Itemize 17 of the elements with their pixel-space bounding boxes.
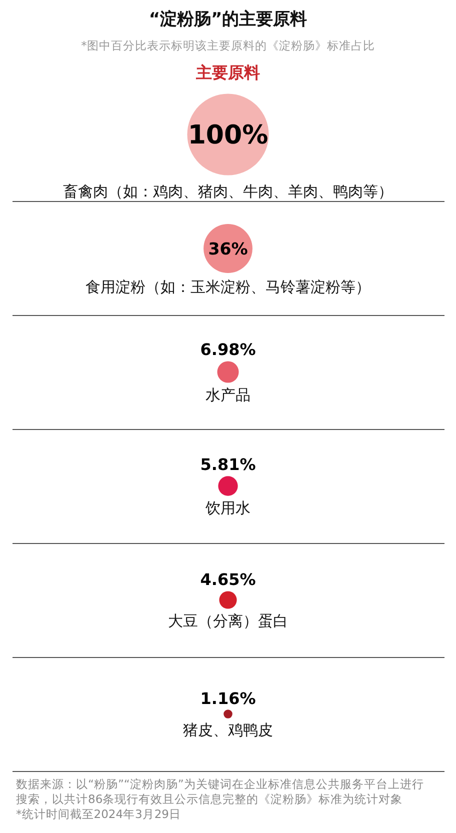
category-label: 食用淀粉（如：玉米淀粉、马铃薯淀粉等） [86, 278, 370, 296]
data-label: 100% [188, 120, 268, 150]
category-label: 水产品 [206, 386, 250, 404]
data-label: 5.81% [200, 454, 256, 474]
source-note: 数据来源：以“粉肠”“淀粉肉肠”为关键词在企业标准信息公共服务平台上进行搜索，以共计86条现行有效且公示信息完整的《淀粉肠》标准为统计对象 [16, 777, 424, 806]
data-label: 6.98% [200, 340, 256, 359]
text: *统计时间截至2024年3月29日 [16, 807, 181, 821]
category-label: 畜禽肉（如：鸡肉、猪肉、牛肉、羊肉、鸭肉等） [63, 182, 393, 200]
text: 主要原料 [195, 63, 260, 82]
data-label: 4.65% [200, 570, 256, 590]
text: *图中百分比表示标明该主要原料的《淀粉肠》标准占比 [81, 38, 375, 52]
text: “淀粉肠”的主要原料 [148, 10, 308, 30]
data-label: 36% [208, 240, 248, 258]
data-label: 1.16% [200, 689, 256, 708]
category-label: 大豆（分离）蛋白 [168, 612, 288, 630]
category-label: 猪皮、鸡鸭皮 [183, 720, 273, 739]
category-label: 饮用水 [204, 499, 250, 518]
